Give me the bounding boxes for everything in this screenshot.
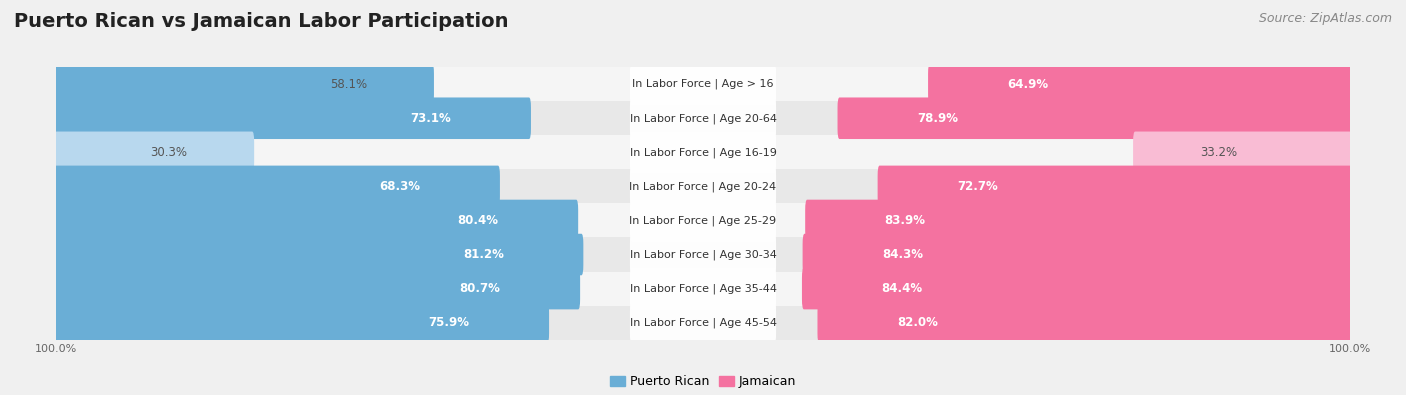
Bar [56, 101, 1350, 135]
Text: In Labor Force | Age 20-64: In Labor Force | Age 20-64 [630, 113, 776, 124]
Text: 80.7%: 80.7% [460, 282, 501, 295]
FancyBboxPatch shape [817, 302, 1351, 343]
Bar [56, 169, 1350, 203]
FancyBboxPatch shape [55, 234, 583, 275]
Text: In Labor Force | Age 20-24: In Labor Force | Age 20-24 [630, 181, 776, 192]
Bar [56, 237, 1350, 272]
FancyBboxPatch shape [838, 98, 1351, 139]
Text: 30.3%: 30.3% [150, 146, 187, 159]
Text: In Labor Force | Age 30-34: In Labor Force | Age 30-34 [630, 249, 776, 260]
Text: 68.3%: 68.3% [380, 180, 420, 193]
FancyBboxPatch shape [630, 302, 776, 343]
Text: 80.4%: 80.4% [457, 214, 499, 227]
Text: 81.2%: 81.2% [463, 248, 503, 261]
Text: Source: ZipAtlas.com: Source: ZipAtlas.com [1258, 12, 1392, 25]
Text: 78.9%: 78.9% [917, 112, 957, 125]
FancyBboxPatch shape [1133, 132, 1351, 173]
Text: Puerto Rican vs Jamaican Labor Participation: Puerto Rican vs Jamaican Labor Participa… [14, 12, 509, 31]
FancyBboxPatch shape [630, 200, 776, 241]
FancyBboxPatch shape [55, 268, 581, 309]
FancyBboxPatch shape [806, 200, 1351, 241]
FancyBboxPatch shape [55, 64, 434, 105]
FancyBboxPatch shape [55, 98, 531, 139]
FancyBboxPatch shape [630, 234, 776, 275]
Text: 64.9%: 64.9% [1008, 78, 1049, 91]
FancyBboxPatch shape [630, 268, 776, 309]
Text: In Labor Force | Age > 16: In Labor Force | Age > 16 [633, 79, 773, 89]
FancyBboxPatch shape [55, 166, 501, 207]
Text: 73.1%: 73.1% [411, 112, 451, 125]
FancyBboxPatch shape [630, 98, 776, 139]
Text: 82.0%: 82.0% [897, 316, 938, 329]
Bar [56, 135, 1350, 169]
Bar [56, 306, 1350, 340]
FancyBboxPatch shape [630, 166, 776, 207]
Text: 83.9%: 83.9% [884, 214, 925, 227]
Text: 84.4%: 84.4% [882, 282, 922, 295]
Text: 33.2%: 33.2% [1199, 146, 1237, 159]
Text: 84.3%: 84.3% [882, 248, 924, 261]
Bar [56, 203, 1350, 237]
FancyBboxPatch shape [630, 132, 776, 173]
Text: In Labor Force | Age 16-19: In Labor Force | Age 16-19 [630, 147, 776, 158]
Bar [56, 272, 1350, 306]
Text: 58.1%: 58.1% [330, 78, 367, 91]
FancyBboxPatch shape [630, 64, 776, 105]
FancyBboxPatch shape [55, 200, 578, 241]
FancyBboxPatch shape [803, 234, 1351, 275]
Text: In Labor Force | Age 45-54: In Labor Force | Age 45-54 [630, 318, 776, 328]
Text: In Labor Force | Age 25-29: In Labor Force | Age 25-29 [630, 215, 776, 226]
FancyBboxPatch shape [55, 132, 254, 173]
Text: 75.9%: 75.9% [429, 316, 470, 329]
Bar [56, 67, 1350, 101]
FancyBboxPatch shape [928, 64, 1351, 105]
Text: 72.7%: 72.7% [957, 180, 998, 193]
Legend: Puerto Rican, Jamaican: Puerto Rican, Jamaican [605, 371, 801, 393]
Text: In Labor Force | Age 35-44: In Labor Force | Age 35-44 [630, 283, 776, 294]
FancyBboxPatch shape [877, 166, 1351, 207]
FancyBboxPatch shape [801, 268, 1351, 309]
FancyBboxPatch shape [55, 302, 550, 343]
